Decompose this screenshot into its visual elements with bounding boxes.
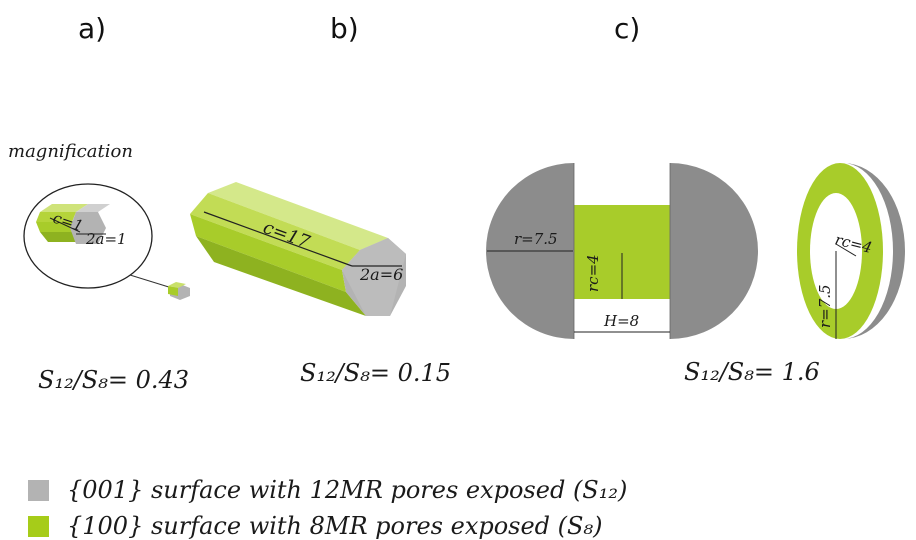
b-c-dimension-line bbox=[203, 211, 353, 267]
c-radius-label: r=7.5 bbox=[514, 230, 558, 248]
legend-text-001: {001} surface with 12MR pores exposed (S… bbox=[67, 476, 628, 504]
small-hexagonal-crystal-magnified bbox=[36, 204, 110, 244]
green-swatch bbox=[28, 515, 49, 537]
hollow-cylinder-ring bbox=[797, 163, 905, 339]
ring-radius-label: r=7.5 bbox=[816, 284, 834, 328]
b-ratio-text: S₁₂/S₈= 0.15 bbox=[300, 359, 451, 387]
a-c-dimension-line bbox=[49, 217, 81, 233]
magnification-pointer bbox=[129, 274, 173, 289]
b-width-label: 2a=6 bbox=[359, 265, 403, 284]
gray-swatch bbox=[28, 479, 49, 501]
legend-item-001: {001} surface with 12MR pores exposed (S… bbox=[28, 476, 627, 504]
magnification-label: magnification bbox=[8, 141, 133, 162]
magnification-circle bbox=[23, 183, 153, 289]
a-width-label: 2a=1 bbox=[85, 230, 127, 248]
c-ratio-text: S₁₂/S₈= 1.6 bbox=[684, 358, 820, 386]
large-hexagonal-crystal bbox=[190, 182, 406, 316]
c-height-label: H=8 bbox=[603, 312, 639, 330]
legend-item-100: {100} surface with 8MR pores exposed (S₈… bbox=[28, 512, 602, 540]
panel-label-b: b) bbox=[330, 12, 359, 45]
panel-label-a: a) bbox=[78, 12, 106, 45]
panel-label-c: c) bbox=[614, 12, 640, 45]
legend-text-100: {100} surface with 8MR pores exposed (S₈… bbox=[67, 512, 603, 540]
c-inner-radius-label: rc=4 bbox=[584, 254, 602, 292]
small-hexagonal-crystal-actual bbox=[168, 282, 190, 300]
a-ratio-text: S₁₂/S₈= 0.43 bbox=[38, 366, 189, 394]
ring-inner-radius-line bbox=[835, 243, 857, 257]
